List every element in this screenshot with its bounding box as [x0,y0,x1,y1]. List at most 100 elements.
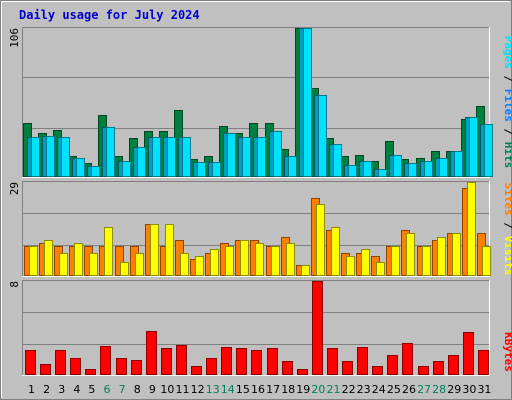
y-max-label-kbytes: 8 [8,281,21,288]
bar-sites-day-11 [180,253,189,276]
bar-kbytes-day-9 [146,331,157,375]
bar-sites-day-8 [135,253,144,276]
bar-kbytes-day-17 [267,348,278,375]
bar-kbytes-day-6 [100,346,111,375]
bar-sites-day-14 [225,246,234,276]
bar-sites-day-28 [437,237,446,276]
bar-kbytes-day-30 [463,332,474,375]
series-pages [31,28,493,177]
day-label-31: 31 [477,383,491,396]
day-label-27: 27 [417,383,431,396]
bar-sites-day-10 [165,224,174,276]
bar-sites-day-30 [467,182,476,276]
day-label-8: 8 [134,383,141,396]
day-label-21: 21 [326,383,340,396]
bar-sites-day-4 [74,243,83,276]
day-label-22: 22 [342,383,356,396]
y-max-label-hits-files-pages: 106 [8,28,21,48]
bar-pages-day-13 [212,162,221,177]
day-label-17: 17 [266,383,280,396]
bar-sites-day-24 [376,262,385,276]
bar-pages-day-30 [469,117,478,177]
legend-visits-sites: Sites / Visits [502,183,512,276]
series-sites [29,182,491,276]
bar-sites-day-16 [255,243,264,276]
chart-title: Daily usage for July 2024 [19,8,200,22]
bar-pages-day-22 [348,165,357,177]
day-label-3: 3 [58,383,65,396]
bar-pages-day-15 [242,137,251,177]
bar-pages-day-4 [76,158,85,177]
bar-pages-day-26 [408,163,417,177]
bar-pages-day-24 [378,169,387,177]
bar-kbytes-day-15 [236,348,247,375]
series-visits [24,188,486,276]
bar-kbytes-day-27 [418,366,429,375]
day-label-29: 29 [447,383,461,396]
bar-sites-day-21 [331,227,340,276]
bar-pages-day-19 [303,28,312,177]
bar-sites-day-18 [286,243,295,276]
bar-sites-day-19 [301,265,310,276]
day-label-2: 2 [43,383,50,396]
legend-visits: Visits [502,236,512,276]
bar-kbytes-day-11 [176,345,187,375]
bar-sites-day-27 [422,246,431,276]
bar-kbytes-day-18 [282,361,293,375]
bar-kbytes-day-5 [85,369,96,375]
bar-sites-day-3 [59,253,68,276]
bar-pages-day-6 [106,127,115,177]
bar-pages-day-1 [31,137,40,177]
bar-pages-day-31 [484,124,493,177]
day-label-5: 5 [88,383,95,396]
bar-kbytes-day-29 [448,355,459,375]
bar-kbytes-day-22 [342,361,353,375]
bar-sites-day-12 [195,256,204,276]
day-label-28: 28 [432,383,446,396]
bar-kbytes-day-8 [131,360,142,375]
bar-pages-day-21 [333,144,342,177]
bar-kbytes-day-12 [191,366,202,375]
legend-pages: Pages [502,36,512,69]
bar-sites-day-17 [271,246,280,276]
day-label-25: 25 [387,383,401,396]
bar-pages-day-11 [182,137,191,177]
bar-pages-day-20 [318,95,327,177]
bar-pages-day-8 [137,147,146,177]
bar-sites-day-13 [210,249,219,276]
bar-sites-day-6 [104,227,113,276]
bar-kbytes-day-19 [297,369,308,375]
bar-pages-day-7 [122,161,131,177]
legend-hits: Hits [502,142,512,169]
day-labels: 1 2 3 4 5 6 7 8 9 10 11 12 13 14 15 16 17 18 19 20 21 22 23 24 2… [28,383,491,396]
day-label-6: 6 [104,383,111,396]
bar-kbytes-day-24 [372,366,383,375]
day-label-24: 24 [372,383,386,396]
bar-pages-day-10 [167,137,176,177]
bar-pages-day-12 [197,162,206,177]
bar-sites-day-20 [316,204,325,276]
bar-sites-day-31 [482,246,491,276]
bar-sites-day-22 [346,256,355,276]
day-label-11: 11 [176,383,190,396]
bar-sites-day-1 [29,246,38,276]
day-label-23: 23 [357,383,371,396]
bar-pages-day-27 [424,161,433,177]
day-label-14: 14 [221,383,235,396]
bar-pages-day-23 [363,161,372,177]
series-kbytes [25,281,489,375]
day-label-4: 4 [73,383,80,396]
bar-pages-day-29 [454,151,463,177]
bar-kbytes-day-28 [433,361,444,375]
chart-panels: 106 29 8 [8,27,493,376]
legend-kbytes: KBytes [502,332,512,372]
bar-kbytes-day-20 [312,281,323,375]
bar-pages-day-16 [257,137,266,177]
legend-sites: Sites [502,183,512,216]
bar-pages-day-17 [273,131,282,177]
y-max-label-visits-sites: 29 [8,182,21,195]
bar-kbytes-day-14 [221,347,232,375]
day-label-1: 1 [28,383,35,396]
day-label-20: 20 [311,383,325,396]
